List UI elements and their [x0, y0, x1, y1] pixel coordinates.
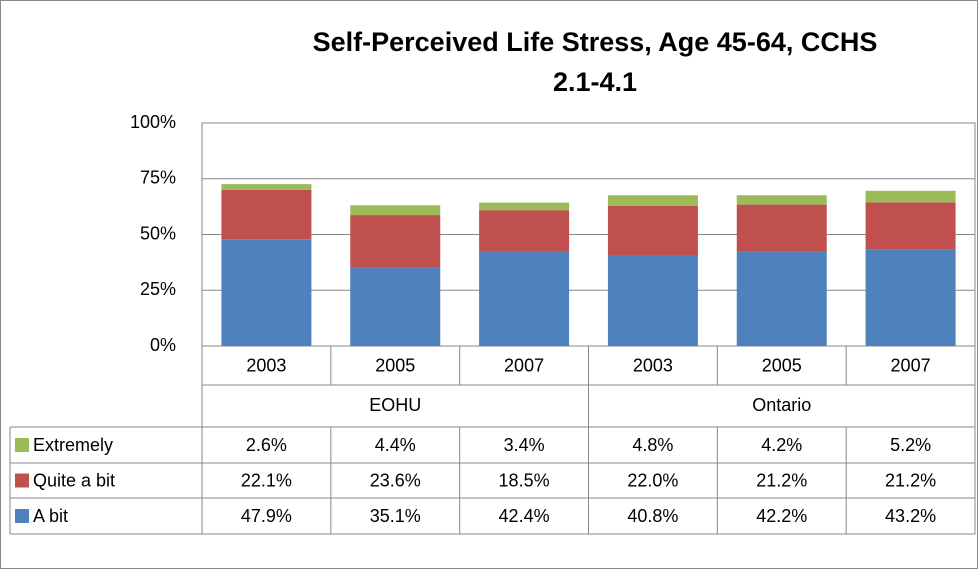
table-value: 42.4%: [499, 506, 550, 526]
table-value: 21.2%: [756, 470, 807, 490]
y-tick-label: 100%: [130, 112, 176, 132]
bar-segment: [221, 189, 312, 240]
bar-segment: [865, 249, 956, 346]
group-label: Ontario: [752, 395, 811, 415]
y-tick-label: 50%: [140, 223, 176, 243]
table-value: 43.2%: [885, 506, 936, 526]
legend-swatch: [15, 473, 29, 488]
x-tick-label: 2007: [504, 355, 544, 375]
table-value: 22.1%: [241, 470, 292, 490]
table-value: 35.1%: [370, 506, 421, 526]
bar-segment: [221, 239, 312, 346]
x-tick-label: 2005: [762, 355, 802, 375]
y-tick-label: 75%: [140, 168, 176, 188]
bar-segment: [221, 184, 312, 190]
table-value: 42.2%: [756, 506, 807, 526]
table-value: 21.2%: [885, 470, 936, 490]
bar-segment: [607, 195, 698, 206]
bar-segment: [479, 251, 570, 346]
legend-swatch: [15, 509, 29, 523]
group-label: EOHU: [369, 395, 421, 415]
bar-segment: [607, 205, 698, 256]
x-tick-label: 2005: [375, 355, 415, 375]
table-value: 18.5%: [499, 470, 550, 490]
bar-segment: [736, 251, 827, 346]
y-tick-label: 25%: [140, 279, 176, 299]
x-tick-label: 2003: [246, 355, 286, 375]
bar-segment: [479, 210, 570, 252]
bar-segment: [350, 267, 441, 346]
bar-segment: [865, 202, 956, 250]
chart-title: Self-Perceived Life Stress, Age 45-64, C…: [312, 27, 878, 97]
legend-label: A bit: [33, 506, 68, 526]
table-value: 40.8%: [627, 506, 678, 526]
table-value: 5.2%: [890, 435, 931, 455]
y-tick-label: 0%: [150, 335, 176, 355]
legend-label: Extremely: [33, 435, 113, 455]
table-value: 23.6%: [370, 470, 421, 490]
table-value: 4.8%: [632, 435, 673, 455]
x-tick-label: 2007: [891, 355, 931, 375]
table-value: 47.9%: [241, 506, 292, 526]
bar-segment: [865, 190, 956, 203]
bar-segment: [736, 204, 827, 252]
legend-label: Quite a bit: [33, 470, 115, 490]
bar-segment: [736, 195, 827, 205]
table-value: 22.0%: [627, 470, 678, 490]
table-value: 3.4%: [504, 435, 545, 455]
bar-segment: [479, 202, 570, 211]
table-value: 4.4%: [375, 435, 416, 455]
table-value: 4.2%: [761, 435, 802, 455]
x-tick-label: 2003: [633, 355, 673, 375]
bar-segment: [607, 255, 698, 346]
bar-segment: [350, 205, 441, 216]
table-value: 2.6%: [246, 435, 287, 455]
bar-segment: [350, 215, 441, 268]
legend-swatch: [15, 438, 29, 452]
